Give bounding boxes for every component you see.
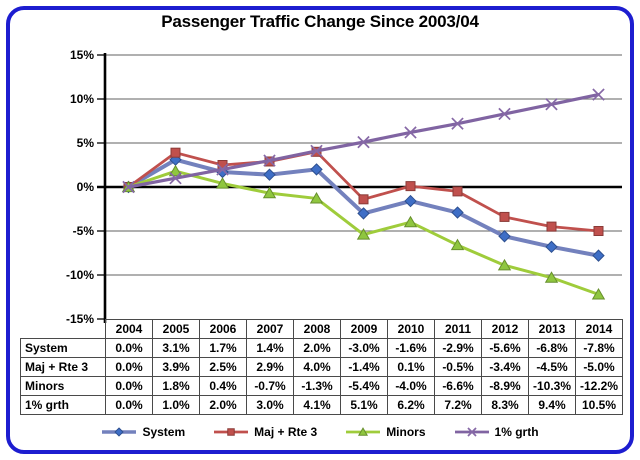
table-cell: 3.9% [152, 357, 200, 377]
table-cell: 0.1% [387, 357, 435, 377]
table-cell: -1.6% [387, 338, 435, 358]
series-system [122, 153, 605, 262]
series-layer [121, 88, 606, 300]
table-cell: 9.4% [528, 395, 576, 415]
row-label: Maj + Rte 3 [20, 357, 106, 377]
table-cell: -1.4% [340, 357, 388, 377]
table-cell: 2.0% [199, 395, 247, 415]
legend-item-minors: Minors [345, 425, 426, 439]
y-axis-label: -5% [73, 224, 95, 238]
series-1-grth [122, 88, 605, 194]
table-cell: -7.8% [575, 338, 623, 358]
table-cell: 2.9% [246, 357, 294, 377]
table-cell: -5.4% [340, 376, 388, 396]
legend-item-system: System [101, 425, 185, 439]
table-cell: -4.5% [528, 357, 576, 377]
table-cell: 6.2% [387, 395, 435, 415]
table-cell: -6.8% [528, 338, 576, 358]
row-label: System [20, 338, 106, 358]
table-cell: 1.8% [152, 376, 200, 396]
legend-x-swatch-icon [454, 427, 489, 437]
table-header-row: 2004 2005 2006 2007 2008 2009 2010 2011 2012 2013… [21, 319, 623, 339]
table-cell: 4.0% [293, 357, 341, 377]
table-cell: 10.5% [575, 395, 623, 415]
legend-diamond-swatch-icon [102, 427, 137, 437]
legend-item-maj-rte-3: Maj + Rte 3 [213, 425, 317, 439]
table-cell: 2.5% [199, 357, 247, 377]
table-cell: 4.1% [293, 395, 341, 415]
table-row: Maj + Rte 3 0.0% 3.9% 2.5% 2.9% 4.0% -1.4% 0.1%… [20, 357, 623, 377]
table-cell: 8.3% [481, 395, 529, 415]
y-axis-label: 15% [70, 48, 94, 62]
table-cell: -10.3% [528, 376, 576, 396]
table-cell: 1.7% [199, 338, 247, 358]
legend-triangle-swatch-icon [346, 427, 381, 436]
table-cell: -0.7% [246, 376, 294, 396]
table-row: System 0.0% 3.1% 1.7% 1.4% 2.0% -3.0% -1.6% -2.9… [20, 338, 623, 358]
table-cell: 7.2% [434, 395, 482, 415]
table-row: Minors 0.0% 1.8% 0.4% -0.7% -1.3% -5.4% -4.0% -6… [20, 376, 623, 396]
table-cell: -5.0% [575, 357, 623, 377]
year-header-cell: 2004 [105, 319, 153, 339]
y-axis-label: 5% [77, 136, 95, 150]
year-header-cell: 2013 [528, 319, 576, 339]
table-cell: 0.0% [105, 338, 153, 358]
year-header-cell: 2014 [575, 319, 623, 339]
table-cell: -5.6% [481, 338, 529, 358]
table-cell: 5.1% [340, 395, 388, 415]
line-chart-plot: 15% 10% 5% 0% -5% -10% -15% [66, 48, 622, 326]
legend-square-swatch-icon [214, 428, 249, 436]
table-cell: -6.6% [434, 376, 482, 396]
y-axis-label: -15% [66, 312, 94, 326]
table-cell: -2.9% [434, 338, 482, 358]
table-cell: -12.2% [575, 376, 623, 396]
table-cell: -8.9% [481, 376, 529, 396]
table-corner-cell [21, 320, 106, 339]
table-cell: 0.4% [199, 376, 247, 396]
year-header-cell: 2011 [434, 319, 482, 339]
data-table: 2004 2005 2006 2007 2008 2009 2010 2011 2012 2013… [20, 319, 623, 415]
table-cell: 2.0% [293, 338, 341, 358]
y-axis-labels: 15% 10% 5% 0% -5% -10% -15% [66, 48, 94, 326]
table-cell: 1.4% [246, 338, 294, 358]
year-header-cell: 2005 [152, 319, 200, 339]
year-header-cell: 2008 [293, 319, 341, 339]
table-cell: -1.3% [293, 376, 341, 396]
series-maj-rte-3 [123, 146, 604, 236]
year-header-cell: 2012 [481, 319, 529, 339]
chart-title: Passenger Traffic Change Since 2003/04 [161, 12, 479, 31]
year-header-cell: 2006 [199, 319, 247, 339]
row-label: 1% grth [20, 395, 106, 415]
row-label: Minors [20, 376, 106, 396]
legend-item-1-grth: 1% grth [454, 425, 539, 439]
axes [97, 53, 622, 323]
table-cell: -0.5% [434, 357, 482, 377]
chart-legend: System Maj + Rte 3 Minors 1% grth [0, 421, 640, 443]
table-cell: 3.0% [246, 395, 294, 415]
table-cell: 0.0% [105, 357, 153, 377]
gridlines [105, 54, 622, 276]
table-cell: -3.4% [481, 357, 529, 377]
year-header-cell: 2010 [387, 319, 435, 339]
legend-label: Minors [386, 425, 426, 439]
table-row: 1% grth 0.0% 1.0% 2.0% 3.0% 4.1% 5.1% 6.2% 7.2% 8… [20, 395, 623, 415]
y-axis-label: 10% [70, 92, 94, 106]
table-cell: -3.0% [340, 338, 388, 358]
year-header-cell: 2007 [246, 319, 294, 339]
table-cell: 1.0% [152, 395, 200, 415]
legend-label: 1% grth [494, 425, 539, 439]
table-cell: 0.0% [105, 376, 153, 396]
table-cell: -4.0% [387, 376, 435, 396]
y-axis-label: -10% [66, 268, 94, 282]
table-cell: 0.0% [105, 395, 153, 415]
legend-label: System [142, 425, 186, 439]
year-header-cell: 2009 [340, 319, 388, 339]
y-axis-label: 0% [77, 180, 95, 194]
table-cell: 3.1% [152, 338, 200, 358]
legend-label: Maj + Rte 3 [254, 425, 318, 439]
